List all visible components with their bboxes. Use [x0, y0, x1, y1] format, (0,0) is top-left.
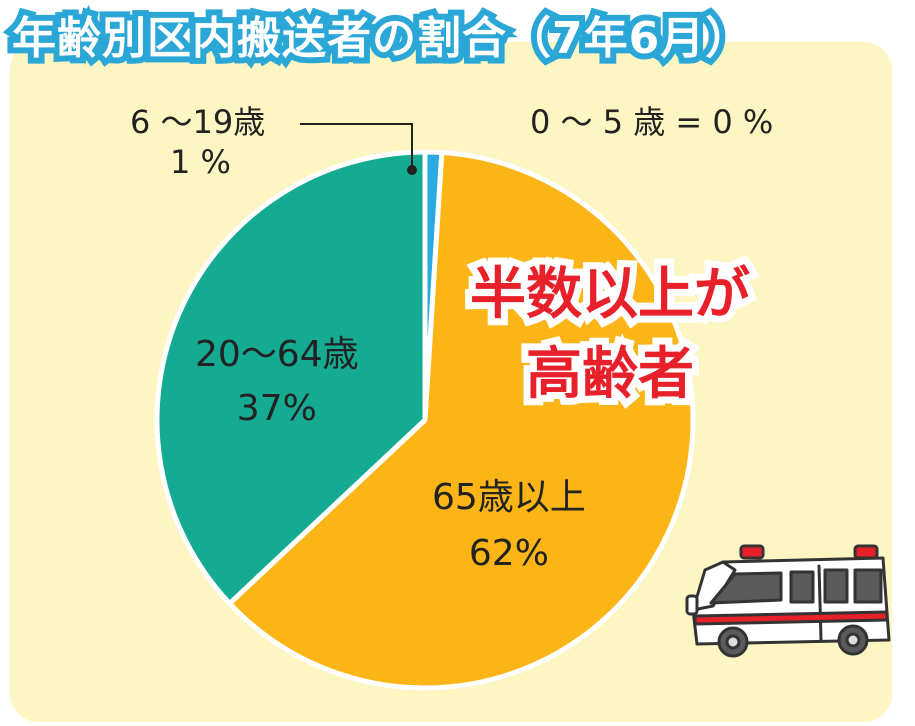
slice-label-65-plus-name: 65歳以上	[432, 477, 586, 518]
slice-label-65-plus: 65歳以上 62%	[432, 470, 586, 582]
slice-label-0-5-value: 0 ～ 5 歳 = 0 %	[530, 103, 774, 141]
slice-label-20-64-name: 20～64歳	[195, 334, 359, 375]
ambulance-icon	[685, 544, 891, 658]
pie-slice-2	[227, 150, 696, 691]
callout-line-2: 高齢者	[519, 335, 701, 414]
leader-dot-6-19	[407, 165, 417, 175]
slice-label-65-plus-value: 62%	[468, 533, 549, 574]
slice-label-20-64: 20～64歳 37%	[195, 328, 359, 436]
slice-label-6-19-name: 6 ～19歳	[130, 103, 266, 141]
pie-slice-3	[154, 149, 428, 606]
callout-text: 半数以上が 高齢者	[463, 255, 757, 415]
slice-label-20-64-value: 37%	[236, 388, 317, 429]
chart-title: 年齢別区内搬送者の割合（7年6月）	[6, 7, 755, 70]
callout-line-1: 半数以上が	[463, 255, 757, 334]
slice-label-6-19: 6 ～19歳 1 %	[130, 102, 265, 182]
leader-line-6-19	[300, 123, 413, 168]
slice-label-0-5: 0 ～ 5 歳 = 0 %	[530, 102, 773, 142]
slice-label-6-19-value: 1 %	[170, 143, 231, 181]
